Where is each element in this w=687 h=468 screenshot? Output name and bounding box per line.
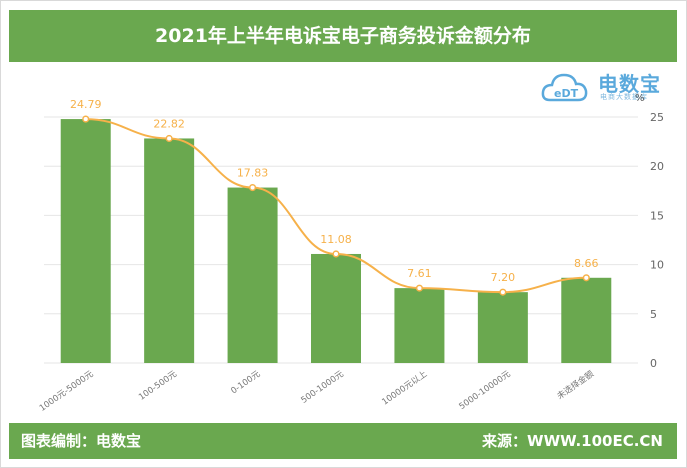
- trend-line: [82, 115, 590, 296]
- data-label: 7.61: [407, 267, 432, 280]
- bar: [477, 292, 528, 363]
- x-tick-label: 5000-10000元: [457, 369, 512, 412]
- y-tick-label: 20: [650, 160, 664, 173]
- trend-point: [249, 184, 257, 192]
- logo: eDT 电数宝 电商大数据库: [540, 66, 670, 106]
- y-axis: 0 5 10 15 20 25: [650, 111, 664, 370]
- bar: [60, 119, 111, 363]
- trend-point: [582, 274, 590, 282]
- bar: [227, 187, 278, 363]
- x-tick-label: 0-100元: [229, 369, 262, 397]
- data-label: 11.08: [320, 233, 352, 246]
- x-tick-label: 500-1000元: [299, 369, 346, 406]
- cloud-logo-icon: eDT: [541, 73, 588, 102]
- chart-title: 2021年上半年电诉宝电子商务投诉金额分布: [155, 25, 531, 47]
- trend-point: [332, 250, 340, 258]
- x-tick-label: 100-500元: [137, 369, 179, 403]
- logo-mark: eDT: [554, 87, 579, 100]
- bar: [394, 288, 445, 363]
- footer-source: 来源：WWW.100EC.CN: [482, 432, 663, 450]
- bar: [561, 277, 612, 363]
- y-tick-label: 5: [650, 308, 657, 321]
- data-label: 22.82: [153, 117, 185, 130]
- data-labels: 24.79 22.82 17.83 11.08 7.61 7.20 8.66: [70, 98, 599, 284]
- logo-tagline: 电商大数据库: [600, 93, 648, 101]
- logo-brand: 电数宝: [598, 72, 661, 96]
- y-tick-label: 0: [650, 357, 657, 370]
- title-banner: 2021年上半年电诉宝电子商务投诉金额分布: [9, 10, 677, 62]
- unit-label: %: [635, 93, 645, 104]
- trend-point: [499, 288, 507, 296]
- bars: [60, 119, 612, 363]
- data-label: 7.20: [491, 271, 516, 284]
- data-label: 24.79: [70, 98, 102, 111]
- trend-point: [82, 115, 90, 123]
- x-tick-label: 1000元-5000元: [38, 369, 96, 414]
- footer-banner: 图表编制：电数宝 来源：WWW.100EC.CN: [9, 423, 677, 459]
- x-tick-label: 10000元以上: [380, 369, 429, 408]
- y-tick-label: 10: [650, 259, 664, 272]
- x-axis: 1000元-5000元 100-500元 0-100元 500-1000元 10000元…: [38, 368, 597, 414]
- y-tick-label: 15: [650, 209, 664, 222]
- data-label: 17.83: [237, 167, 269, 180]
- y-tick-label: 25: [650, 111, 664, 124]
- bar: [144, 138, 195, 363]
- x-tick-label: 未选择金额: [555, 368, 597, 402]
- footer-credit: 图表编制：电数宝: [21, 432, 142, 450]
- data-label: 8.66: [574, 257, 599, 270]
- trend-point: [415, 284, 423, 292]
- trend-point: [165, 134, 173, 143]
- bar: [311, 253, 361, 363]
